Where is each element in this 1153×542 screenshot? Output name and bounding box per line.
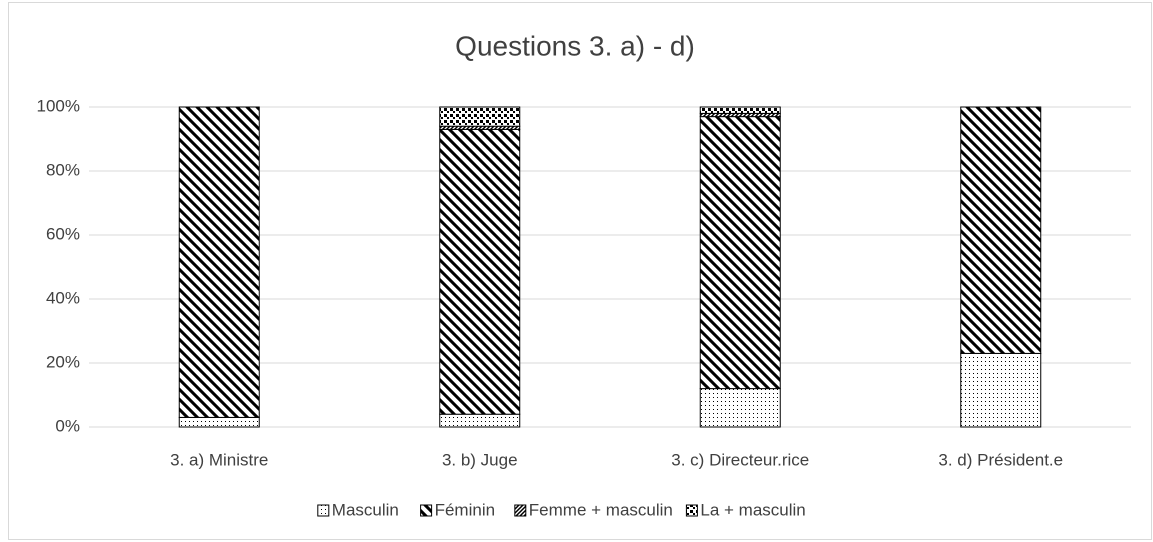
bar-segment	[699, 388, 781, 428]
y-tick-label: 60%	[46, 224, 80, 243]
legend-label: Masculin	[332, 500, 399, 519]
legend-swatch	[514, 504, 527, 517]
legend-swatch	[685, 504, 698, 517]
legend-label: La + masculin	[700, 500, 805, 519]
bar-segment	[178, 416, 260, 428]
bar-segment	[439, 413, 521, 428]
y-tick-label: 80%	[46, 160, 80, 179]
legend-swatch	[317, 504, 330, 517]
bar-segment	[178, 106, 260, 418]
x-tick-label: 3. d) Président.e	[938, 450, 1063, 469]
y-tick-label: 100%	[37, 96, 80, 115]
legend-label: Femme + masculin	[529, 500, 673, 519]
x-tick-label: 3. a) Ministre	[170, 450, 268, 469]
bar-segment	[699, 116, 781, 390]
bar-segment	[960, 352, 1042, 428]
y-tick-label: 20%	[46, 352, 80, 371]
x-tick-label: 3. c) Directeur.rice	[671, 450, 809, 469]
x-tick-label: 3. b) Juge	[442, 450, 518, 469]
legend-swatch	[420, 504, 433, 517]
bar-segment	[960, 106, 1042, 354]
y-tick-label: 40%	[46, 288, 80, 307]
bar-segment	[439, 128, 521, 415]
bar-segment	[699, 106, 781, 114]
legend-label: Féminin	[435, 500, 495, 519]
bar-segment	[439, 106, 521, 127]
chart-title: Questions 3. a) - d)	[455, 30, 695, 61]
y-tick-label: 0%	[55, 416, 80, 435]
